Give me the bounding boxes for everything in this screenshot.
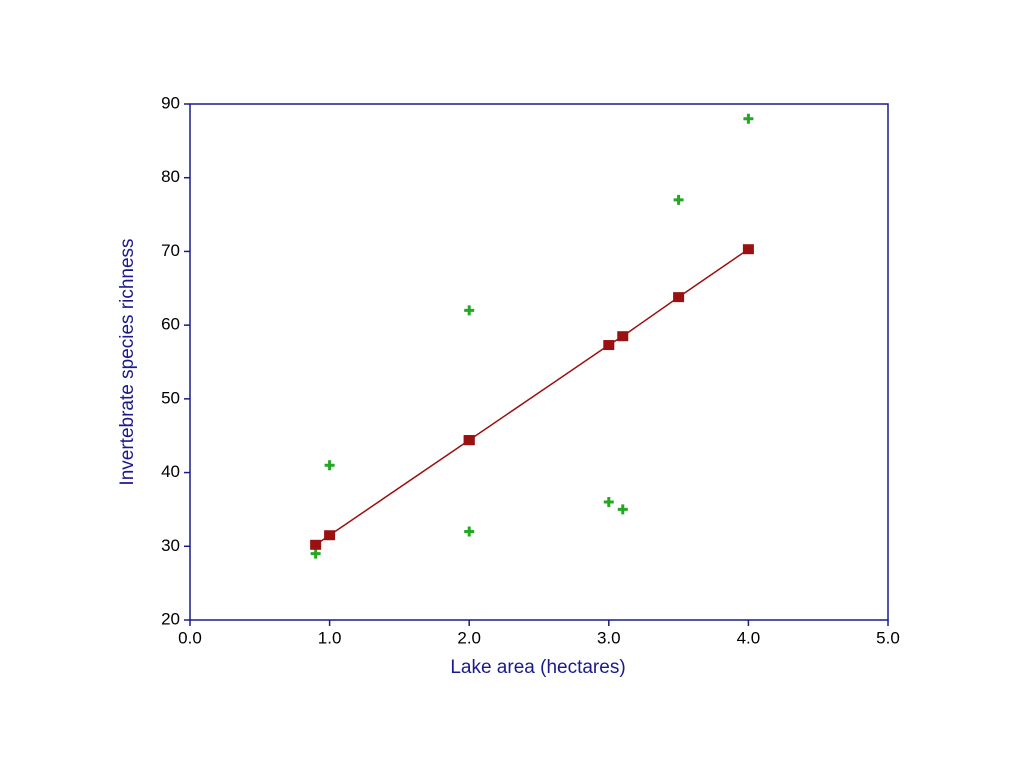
x-tick-label: 5.0 [876, 628, 900, 647]
observed-point [464, 305, 475, 316]
x-tick-label: 4.0 [737, 628, 761, 647]
x-axis-label: Lake area (hectares) [450, 657, 625, 678]
observed-point [603, 497, 614, 508]
fitted-point [463, 435, 475, 446]
observed-point [310, 548, 321, 559]
observed-point [673, 194, 684, 205]
x-tick-label: 1.0 [318, 628, 342, 647]
y-tick-label: 90 [161, 93, 180, 112]
observed-point [324, 460, 335, 471]
fitted-point [673, 292, 685, 303]
y-tick-label: 50 [161, 388, 180, 407]
fitted-point [310, 539, 322, 550]
fitted-point [603, 340, 615, 351]
fitted-point [742, 244, 754, 255]
observed-point [464, 526, 475, 537]
observed-point [617, 504, 628, 515]
x-tick-label: 0.0 [178, 628, 202, 647]
x-tick-label: 2.0 [457, 628, 481, 647]
y-tick-label: 80 [161, 167, 180, 186]
plot-frame [189, 103, 889, 621]
x-tick-label: 3.0 [597, 628, 621, 647]
observed-point [743, 113, 754, 124]
y-tick-label: 20 [161, 609, 180, 628]
y-tick-label: 70 [161, 241, 180, 260]
fitted-point [324, 530, 336, 541]
y-tick-label: 60 [161, 315, 180, 334]
fitted-point [617, 331, 629, 342]
y-tick-label: 30 [161, 536, 180, 555]
y-axis-label: Invertebrate species richness [117, 238, 138, 485]
y-tick-label: 40 [161, 462, 180, 481]
